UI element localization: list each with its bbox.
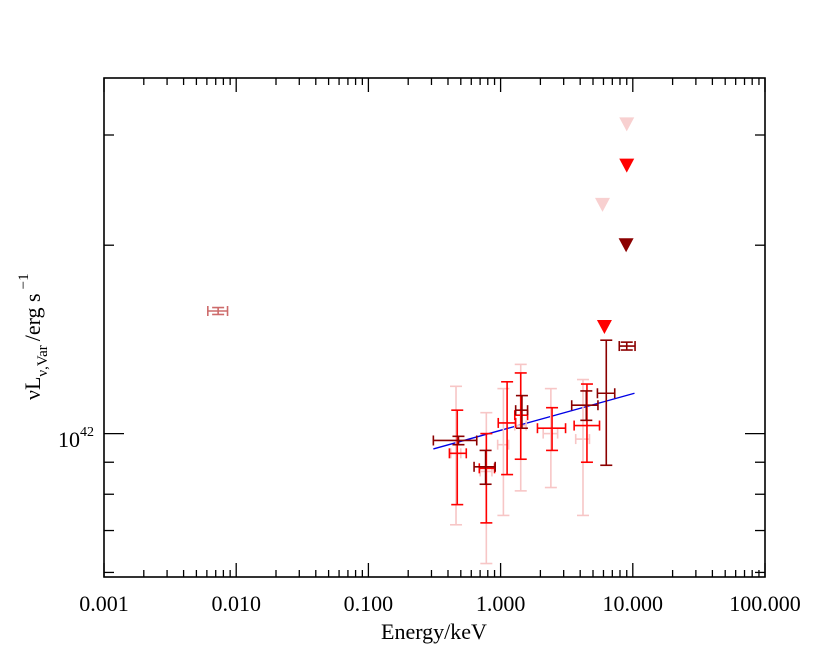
upper-limit-marker — [595, 197, 611, 212]
x-tick-label: 0.010 — [211, 591, 261, 616]
data-point — [536, 406, 567, 452]
data-point — [432, 435, 478, 446]
upper-limit-marker — [618, 238, 634, 253]
data-point — [448, 409, 468, 506]
x-tick-label: 0.001 — [79, 591, 129, 616]
data-point — [514, 394, 529, 430]
x-axis: 0.001 0.010 0.100 1.000 10.000 100.000 — [79, 78, 801, 616]
x-axis-label: Energy/keV — [381, 619, 487, 644]
data-point — [473, 449, 496, 486]
series-dark — [432, 238, 636, 486]
y-tick-exponent: 42 — [80, 425, 94, 440]
upper-limit-marker — [619, 158, 635, 173]
y-axis-label-sup: −1 — [16, 273, 32, 289]
series-red — [448, 158, 635, 524]
upper-limit-marker — [619, 117, 635, 132]
data-point — [513, 372, 529, 461]
series-pale — [449, 363, 591, 565]
x-tick-label: 1.000 — [476, 591, 526, 616]
data-point — [478, 432, 496, 524]
series-light — [595, 117, 635, 212]
y-axis — [104, 134, 765, 574]
data-point — [596, 339, 616, 467]
data-point — [618, 341, 636, 352]
y-axis-label-sub: ν,Var — [35, 345, 51, 376]
data-point — [542, 387, 559, 489]
x-tick-label: 0.100 — [344, 591, 394, 616]
y-tick-base: 10 — [58, 427, 80, 452]
plot-frame — [103, 77, 766, 578]
data-layer — [207, 117, 636, 565]
data-point — [574, 378, 591, 517]
upper-limit-marker — [596, 320, 612, 335]
data-point — [570, 390, 599, 422]
y-tick-label-1e42: 1042 — [58, 425, 94, 452]
y-axis-label: νLν,Var/erg s −1 — [16, 273, 51, 400]
x-tick-label: 100.000 — [729, 591, 801, 616]
data-point — [497, 380, 517, 476]
x-tick-label: 10.000 — [603, 591, 664, 616]
y-axis-label-unit: /erg s — [20, 293, 45, 341]
data-point — [207, 305, 229, 316]
series-UVOT — [207, 305, 229, 316]
y-axis-label-main: νL — [20, 377, 45, 400]
